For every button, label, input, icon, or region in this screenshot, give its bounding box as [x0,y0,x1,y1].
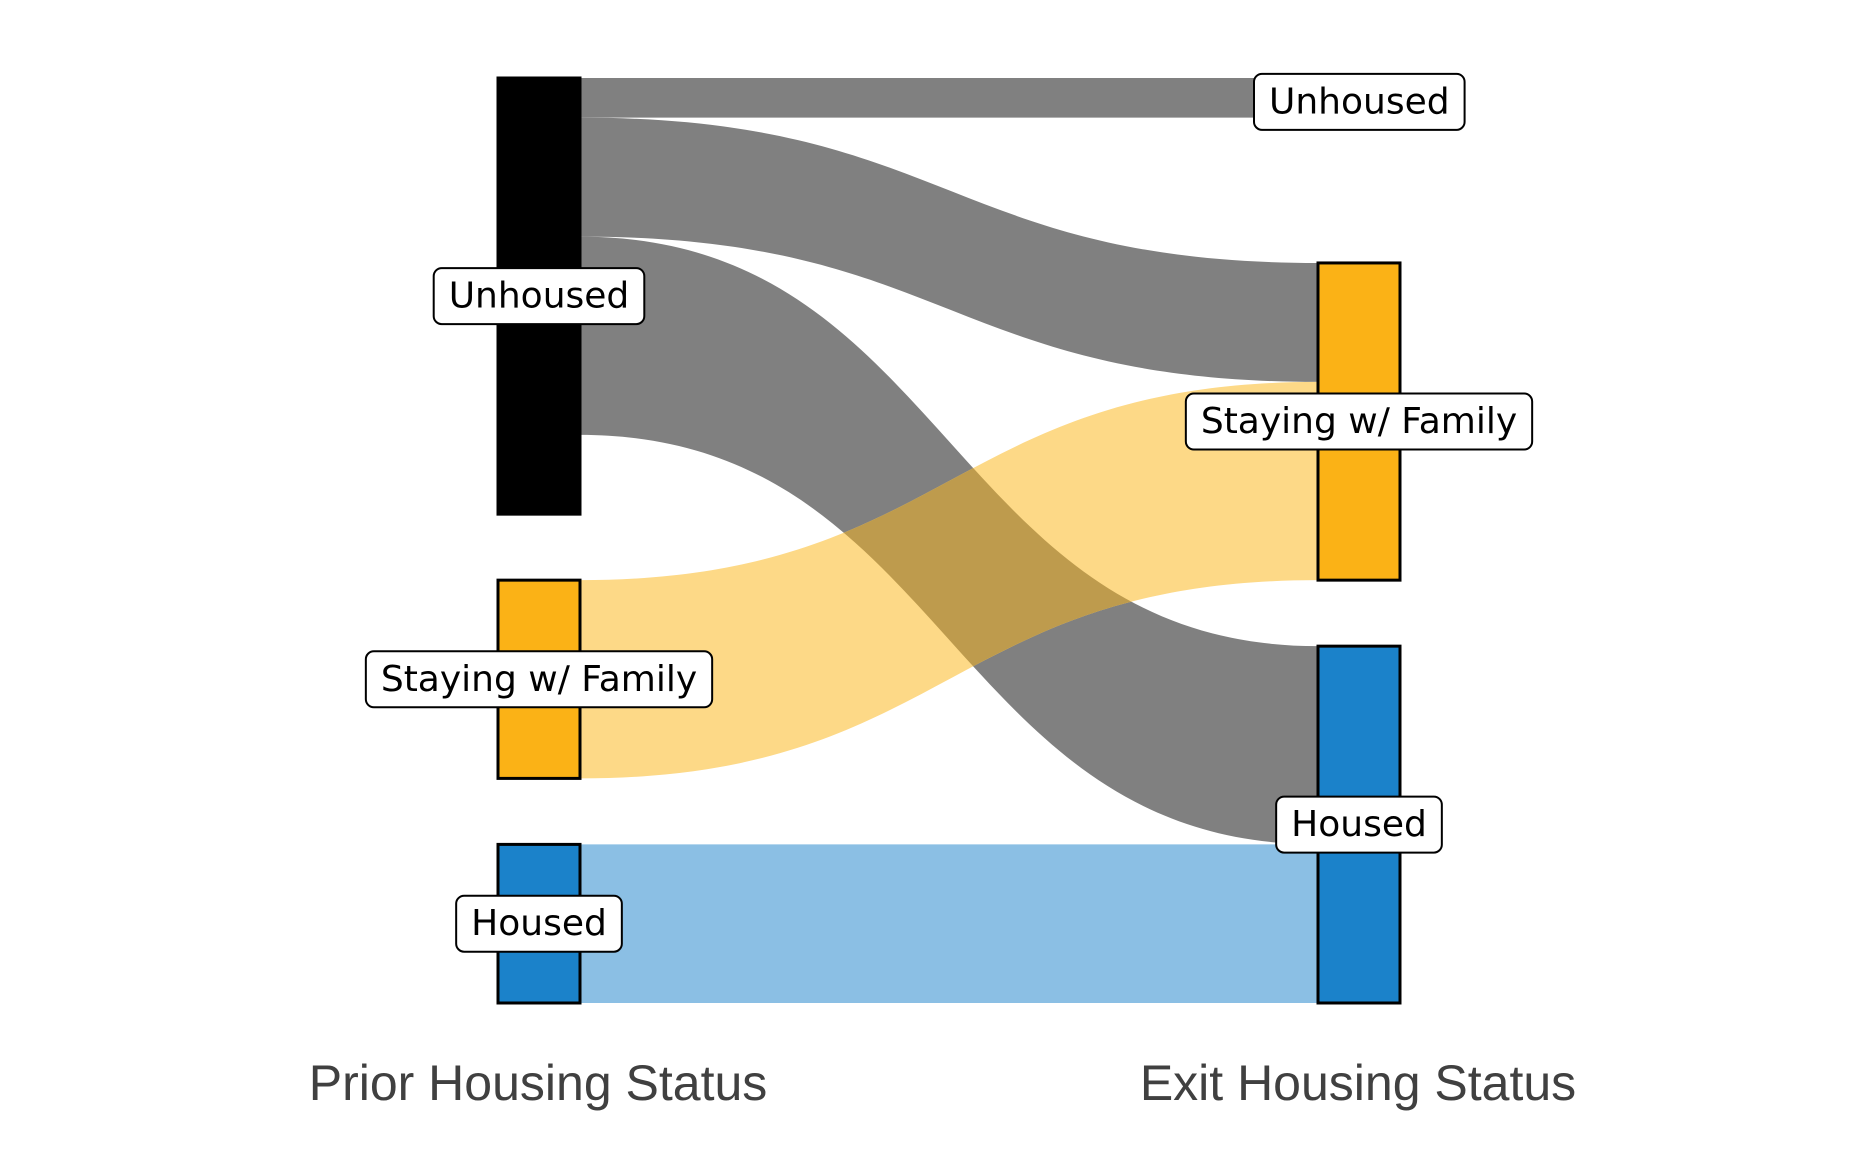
node-label-text: Staying w/ Family [381,659,697,700]
prior-status-title: Prior Housing Status [309,1055,768,1111]
node-label-prior-housed: Housed [455,894,623,953]
node-label-box [455,894,623,953]
node-label-text: Unhoused [1269,81,1450,122]
node-label-text: Staying w/ Family [1201,401,1517,442]
node-label-box [432,267,646,326]
node-label-exit-family: Staying w/ Family [1184,392,1534,451]
node-label-text: Housed [1291,804,1427,845]
node-label-box [364,650,714,709]
node-label-prior-unhoused: Unhoused [432,267,646,326]
labels-layer: Unhoused Staying w/ Family Housed Unhoused S… [364,72,1534,953]
titles-layer: Prior Housing Status Exit Housing Status [309,1055,1576,1111]
node-label-exit-housed: Housed [1275,795,1443,854]
node-label-box [1253,72,1466,131]
node-label-text: Housed [471,903,607,944]
node-label-box [1275,795,1443,854]
link-housed-to-housed [580,844,1318,1003]
node-label-box [1184,392,1534,451]
exit-status-title: Exit Housing Status [1140,1055,1576,1111]
link-unhoused-to-unhoused [580,78,1318,118]
link-unhoused-to-family [580,117,1318,382]
node-label-prior-family: Staying w/ Family [364,650,714,709]
node-label-text: Unhoused [449,276,630,317]
node-label-exit-unhoused: Unhoused [1253,72,1466,131]
